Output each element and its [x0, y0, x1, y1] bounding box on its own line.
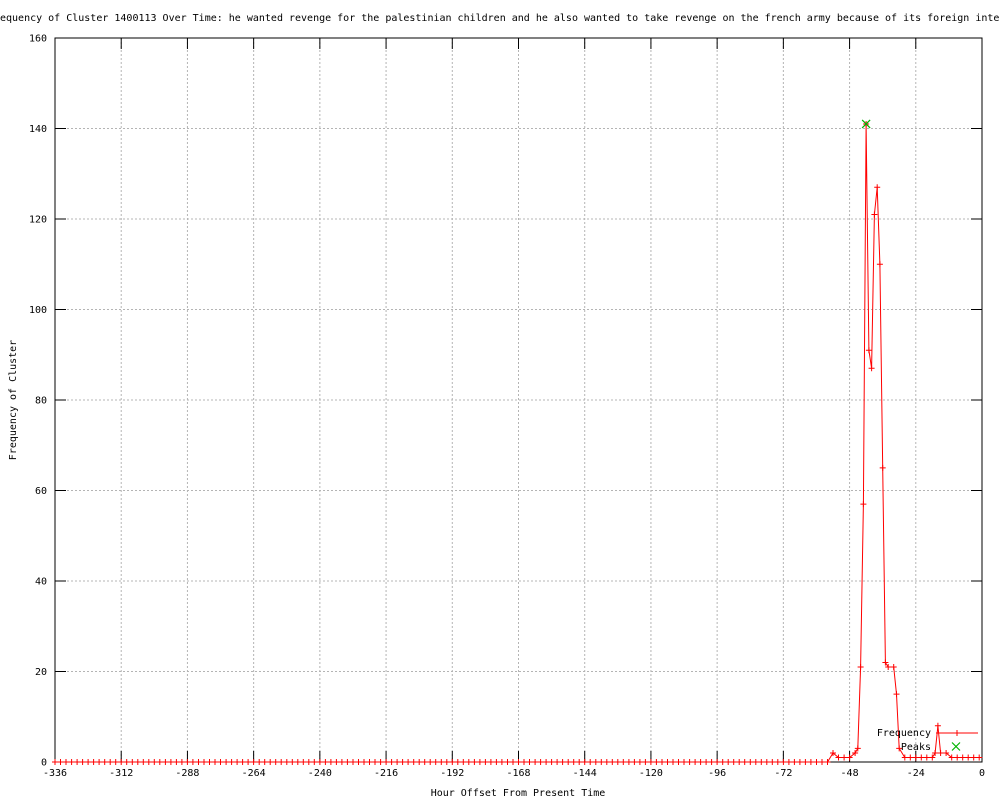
x-tick-label: -336: [43, 768, 67, 779]
chart-title: equency of Cluster 1400113 Over Time: he…: [0, 13, 1000, 24]
grid-lines: [55, 38, 982, 762]
x-tick-label: -312: [109, 768, 133, 779]
y-tick-label: 60: [35, 486, 47, 497]
legend: Frequency Peaks: [877, 728, 978, 753]
x-tick-label: 0: [979, 768, 985, 779]
x-axis-label: Hour Offset From Present Time: [431, 788, 606, 799]
y-tick-label: 0: [41, 758, 47, 769]
legend-peaks-cross-marker: [951, 742, 961, 751]
plot-generated: -336 -312 -288 -264 -240 -216 -192 -168 -144 -120…: [29, 34, 985, 780]
legend-sample-peaks-marker: [951, 742, 961, 751]
legend-sample-frequency-line: [936, 730, 978, 736]
x-tick-label: -120: [639, 768, 663, 779]
y-tick-label: 140: [29, 124, 47, 135]
y-axis-label: Frequency of Cluster: [8, 340, 19, 460]
x-tick-label: -72: [774, 768, 792, 779]
x-tick-label: -240: [308, 768, 332, 779]
x-tick-label: -48: [841, 768, 859, 779]
x-tick-label: -216: [374, 768, 398, 779]
legend-frequency-plus-marker: [954, 730, 960, 736]
x-tick-label: -264: [242, 768, 266, 779]
legend-label-frequency: Frequency: [877, 728, 931, 739]
y-tick-label: 80: [35, 396, 47, 407]
y-tick-label: 120: [29, 215, 47, 226]
y-tick-label: 100: [29, 305, 47, 316]
x-tick-label: -168: [506, 768, 530, 779]
x-tick-label: -288: [175, 768, 199, 779]
x-tick-label: -96: [708, 768, 726, 779]
x-tick-label: -144: [573, 768, 597, 779]
frequency-series-line: [55, 123, 980, 763]
y-tick-label: 20: [35, 667, 47, 678]
y-tick-label: 160: [29, 34, 47, 45]
y-tick-label: 40: [35, 577, 47, 588]
tick-labels: -336 -312 -288 -264 -240 -216 -192 -168 -144 -120…: [29, 34, 985, 780]
legend-label-peaks: Peaks: [901, 742, 931, 753]
frequency-series-markers: [52, 121, 983, 765]
x-tick-label: -192: [440, 768, 464, 779]
peak-markers: [861, 119, 871, 129]
x-tick-label: -24: [907, 768, 925, 779]
